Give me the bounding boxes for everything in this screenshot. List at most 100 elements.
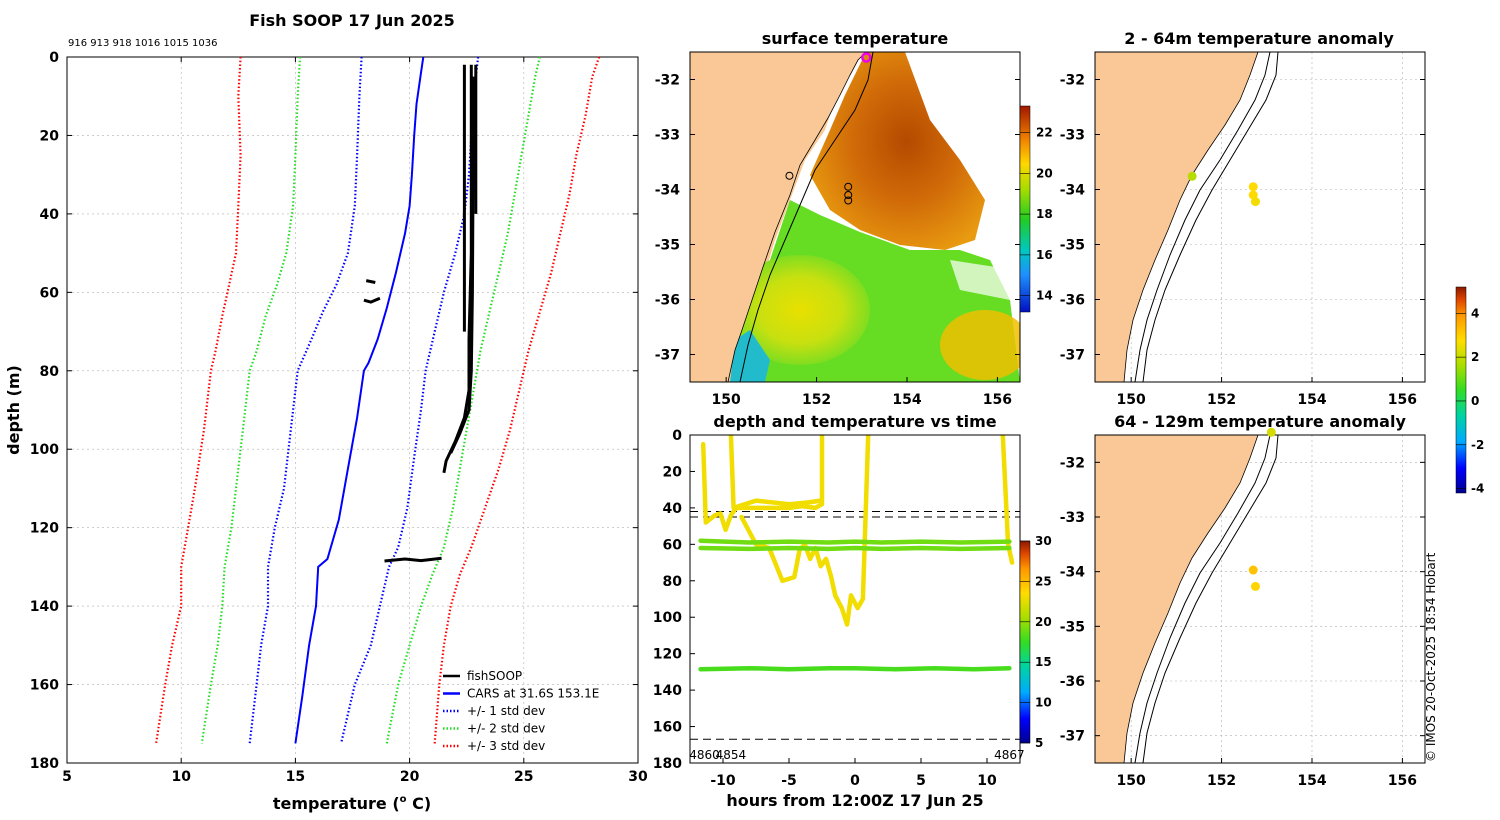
dt-ytick-label: 0 (672, 428, 682, 444)
profile-ytick-label: 160 (30, 678, 59, 694)
sst-cb-label: 14 (1036, 289, 1053, 303)
dt-trace (698, 545, 1012, 552)
profile-series (155, 56, 601, 744)
map-ytick-label: -37 (1060, 729, 1085, 745)
profile-grid (67, 57, 638, 763)
depth-time-ticks: -10 -5 0 5 100204060801001201401601804860485… (653, 428, 1025, 789)
profile-ytick-label: 100 (30, 442, 59, 458)
dt-trace (728, 435, 823, 511)
map-ytick-label: -33 (655, 128, 680, 144)
dt-ytick-label: 140 (653, 683, 682, 699)
sst-cb-label: 20 (1036, 166, 1053, 180)
fishsoop-trace (442, 64, 473, 474)
fishsoop-trace (449, 76, 476, 454)
profile-deployment-ids: 916 913 918 1016 1015 1036 (68, 38, 218, 49)
sst-cb-label: 16 (1036, 248, 1053, 262)
dt-ytick-label: 40 (663, 501, 683, 517)
map-xtick-label: 156 (1388, 392, 1417, 408)
profile-xlabel: temperature (o C) (273, 794, 431, 813)
profile-ytick-label: 40 (40, 207, 60, 223)
anomaly-lower-map: 64 - 129m temperature anomaly 150 152 154 1… (1060, 412, 1426, 789)
sst-circle-marker (785, 171, 794, 180)
anomaly-lower-point (1250, 581, 1260, 591)
profile-series-line (385, 56, 541, 744)
anomaly-lower-ticks: 150 152 154 156 -32 -33 -34 -35 -36 -37 (1060, 455, 1425, 789)
sst-ring-marker (861, 52, 872, 63)
dt-ytick-label: 180 (653, 756, 682, 772)
profile-xtick-label: 20 (400, 769, 420, 785)
dt-xtick-label: -10 (710, 773, 736, 789)
dt-cb-label: 25 (1035, 574, 1052, 588)
anomaly-upper-land (1095, 52, 1279, 382)
anomaly-cb-label: 2 (1471, 350, 1479, 364)
sst-title: surface temperature (762, 29, 949, 48)
dt-cb-label: 5 (1035, 736, 1043, 750)
dt-xtick-label: 10 (977, 773, 997, 789)
profile-ytick-label: 20 (40, 128, 60, 144)
credit-text: © IMOS 20-Oct-2025 18:54 Hobart (1424, 552, 1438, 762)
anomaly-lower-axes-box (1094, 434, 1426, 764)
dt-xtick-label: 5 (916, 773, 926, 789)
map-ytick-label: -33 (1060, 510, 1085, 526)
map-ytick-label: -35 (1060, 238, 1085, 254)
map-xtick-label: 150 (712, 392, 741, 408)
legend-label: CARS at 31.6S 153.1E (467, 687, 599, 701)
map-ytick-label: -32 (1060, 455, 1085, 471)
sst-markers (785, 52, 872, 205)
sst-circle-marker (844, 191, 853, 199)
map-ytick-label: -35 (1060, 619, 1085, 635)
map-ytick-label: -36 (655, 293, 680, 309)
profile-ytick-label: 140 (30, 599, 59, 615)
profile-ytick-label: 120 (30, 521, 59, 537)
legend-label: +/- 2 std dev (467, 722, 545, 736)
map-xtick-label: 152 (1207, 773, 1236, 789)
map-xtick-label: 154 (892, 392, 921, 408)
depth-time-traces (698, 435, 1015, 672)
map-ytick-label: -37 (1060, 348, 1085, 364)
map-xtick-label: 156 (983, 392, 1012, 408)
profile-axes-box (66, 56, 639, 764)
sst-colorbar-ticks: 14 16 18 20 22 (1020, 126, 1053, 303)
profile-series-line (340, 56, 480, 744)
map-xtick-label: 154 (1297, 773, 1326, 789)
sst-circle-marker (844, 196, 853, 205)
map-xtick-label: 152 (802, 392, 831, 408)
dt-trace (1000, 435, 1015, 565)
map-ytick-label: -34 (655, 183, 681, 199)
dt-deployment-id: 4860 (689, 748, 720, 762)
anomaly-lower-title: 64 - 129m temperature anomaly (1114, 412, 1406, 431)
dt-trace (698, 538, 1012, 545)
profile-series-line (433, 56, 601, 744)
map-ytick-label: -37 (655, 348, 680, 364)
profile-series-line (248, 56, 363, 744)
dt-trace (700, 435, 825, 533)
dt-ytick-label: 20 (663, 464, 683, 480)
legend-label: +/- 1 std dev (467, 704, 545, 718)
profile-xtick-label: 15 (286, 769, 305, 785)
dt-cb-label: 10 (1035, 696, 1052, 710)
legend-label: fishSOOP (467, 669, 522, 683)
anomaly-upper-points (1187, 171, 1260, 207)
map-ytick-label: -34 (1060, 183, 1086, 199)
anomaly-lower-point (1248, 565, 1258, 575)
map-ytick-label: -34 (1060, 565, 1086, 581)
anomaly-colorbar: 4 2 0 -2 -4 (1455, 286, 1484, 496)
anomaly-cb-label: 4 (1471, 306, 1479, 320)
dt-cb-label: 15 (1035, 655, 1052, 669)
map-ytick-label: -32 (1060, 73, 1085, 89)
dt-cb-label: 30 (1035, 534, 1052, 548)
dt-trace (698, 665, 1012, 672)
sst-field (690, 52, 1020, 382)
dt-trace (739, 435, 871, 627)
sst-ticks: 150 152 154 156 -32 -33 -34 -35 -36 -37 (655, 73, 1020, 408)
anomaly-cb-label: -4 (1471, 482, 1484, 496)
dt-deployment-id: 4854 (716, 748, 747, 762)
sst-circle-marker (844, 182, 853, 191)
profile-series-line (155, 56, 242, 744)
anomaly-cb-label: 0 (1471, 394, 1479, 408)
map-xtick-label: 154 (1297, 392, 1326, 408)
dt-ytick-label: 100 (653, 610, 682, 626)
dt-ytick-label: 60 (663, 537, 683, 553)
anomaly-upper-map: 2 - 64m temperature anomaly 150 152 154 156… (1060, 29, 1426, 408)
anomaly-lower-points (1248, 427, 1276, 591)
